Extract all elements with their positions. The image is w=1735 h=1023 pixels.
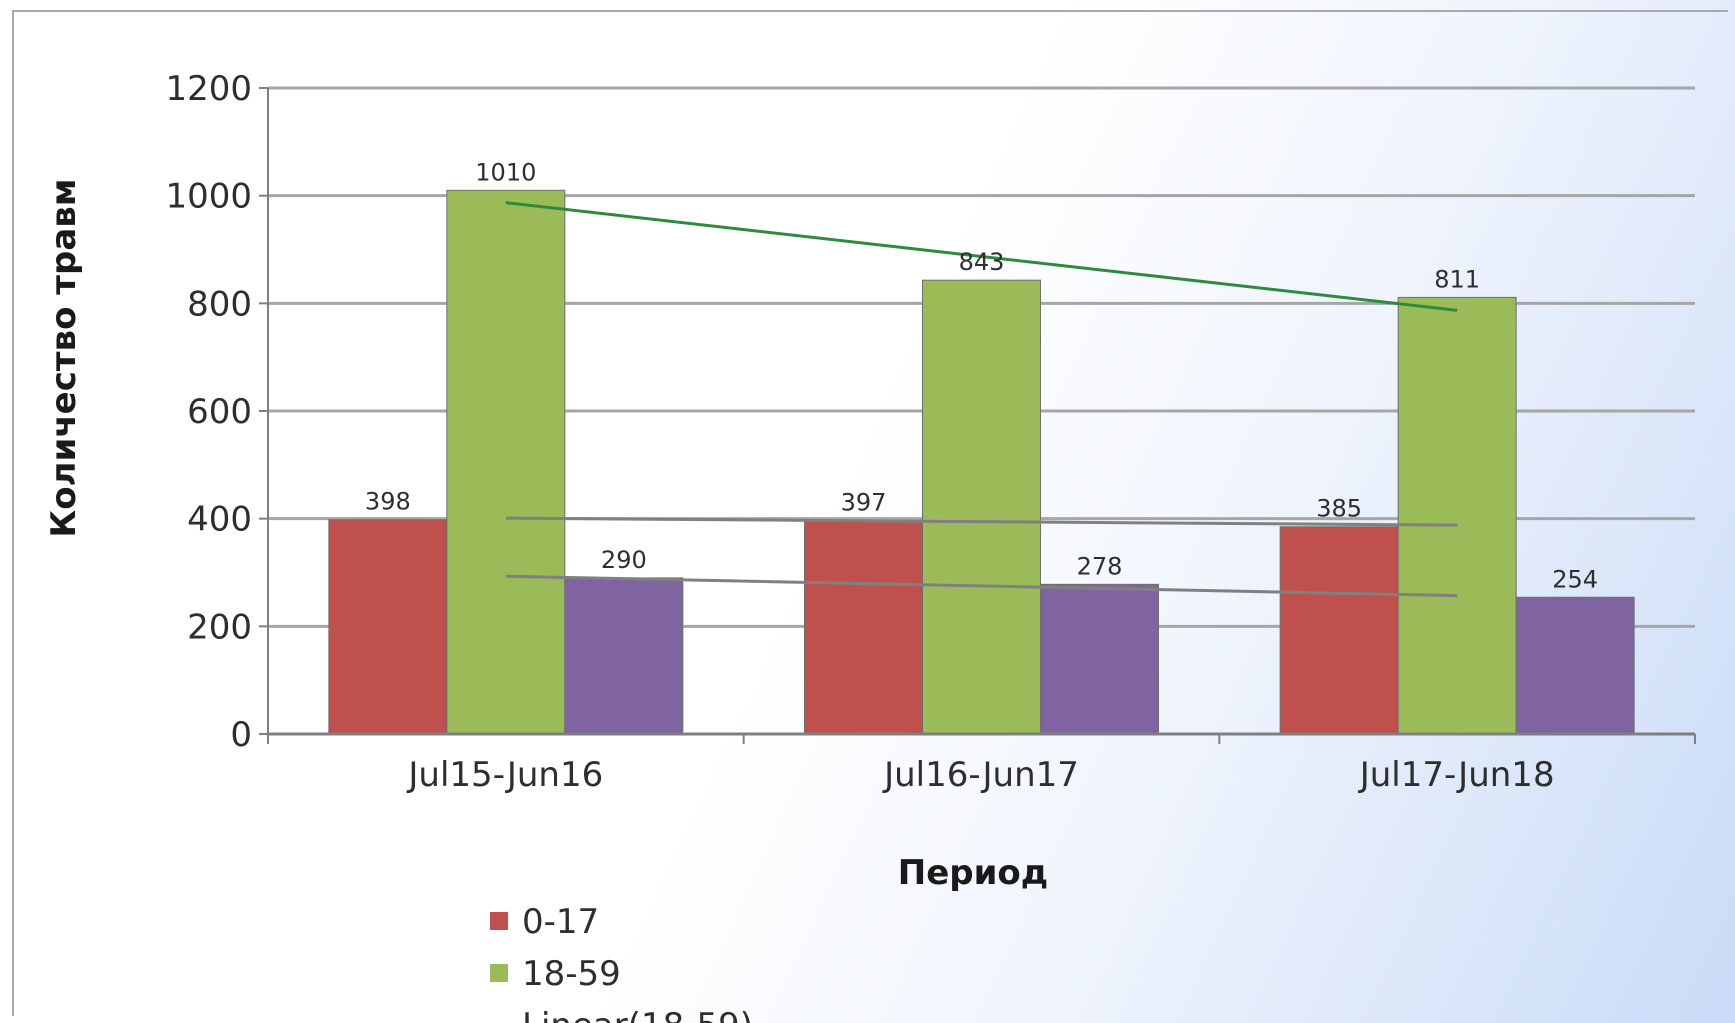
- data-label: 843: [959, 248, 1005, 276]
- data-label: 1010: [475, 158, 536, 186]
- bar: [1040, 583, 1159, 735]
- bar: [922, 279, 1041, 735]
- x-axis-title: Период: [898, 853, 1049, 893]
- legend-label: 0-17: [522, 902, 599, 942]
- y-tick-label: 1000: [165, 177, 252, 217]
- bar: [1515, 596, 1635, 735]
- y-axis-title: Количество травм: [44, 178, 84, 537]
- y-tick-label: 400: [187, 500, 252, 540]
- trendline: [505, 574, 1458, 598]
- y-tick-label: 600: [187, 392, 252, 432]
- trendlines: [505, 201, 1458, 598]
- legend-label: 18-59: [522, 954, 621, 994]
- x-axis-ticks: Jul15-Jun16 Jul16-Jun17 Jul17-Jun18: [267, 734, 1696, 795]
- chart-frame: [12, 10, 1728, 1016]
- bars: [328, 189, 1635, 735]
- data-label: 290: [601, 546, 647, 574]
- bar: [564, 577, 684, 735]
- bar: [804, 519, 923, 735]
- data-label: 397: [841, 488, 887, 516]
- y-axis-ticks: 0 200 400 600 800 1000 1200: [165, 69, 268, 755]
- y-tick-label: 0: [230, 715, 252, 755]
- x-tick-label: Jul15-Jun16: [406, 755, 603, 795]
- legend: 0-17 18-59 Linear(18-59): [490, 902, 753, 1023]
- data-label: 811: [1434, 265, 1480, 293]
- legend-label: Linear(18-59): [522, 1006, 753, 1023]
- data-label: 398: [365, 488, 411, 516]
- y-tick-label: 800: [187, 284, 252, 324]
- axes: [267, 88, 1695, 736]
- data-label: 278: [1077, 552, 1123, 580]
- y-tick-label: 1200: [165, 69, 252, 109]
- legend-swatch: [490, 912, 508, 930]
- legend-swatch: [490, 964, 508, 982]
- bar: [1397, 296, 1517, 735]
- bar: [446, 189, 566, 735]
- x-tick-label: Jul16-Jun17: [882, 755, 1079, 795]
- y-tick-label: 200: [187, 607, 252, 647]
- bar: [328, 519, 448, 735]
- x-tick-label: Jul17-Jun18: [1358, 755, 1555, 795]
- trendline: [505, 516, 1458, 527]
- data-labels: 398 397 385 1010 843 811 290 278 254: [365, 158, 1598, 593]
- trendline: [505, 201, 1458, 312]
- data-label: 254: [1552, 565, 1598, 593]
- bar: [1279, 526, 1399, 735]
- data-label: 385: [1316, 495, 1362, 523]
